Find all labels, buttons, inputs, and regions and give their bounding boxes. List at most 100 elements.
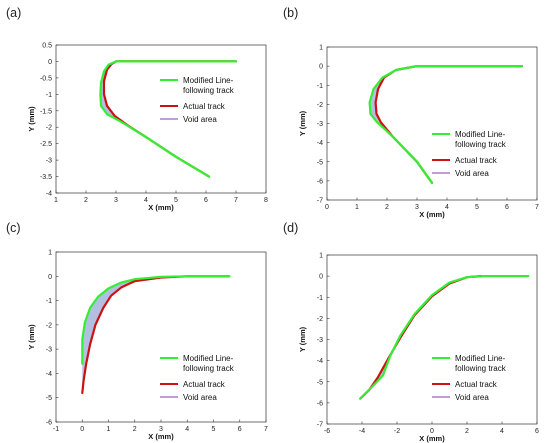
x-axis-label: X (mm): [148, 203, 174, 212]
y-tick-label: -7: [317, 422, 323, 429]
x-tick-label: 6: [204, 197, 208, 204]
x-tick-label: 3: [114, 197, 118, 204]
x-tick-label: 2: [465, 428, 469, 435]
x-tick-label: 3: [159, 426, 163, 433]
y-tick-label: 0: [319, 274, 323, 281]
x-tick-label: 0: [325, 204, 329, 211]
x-tick-label: 1: [54, 197, 58, 204]
x-tick-label: -1: [53, 426, 59, 433]
y-tick-label: -5: [46, 395, 52, 402]
modified-track-line: [359, 275, 530, 400]
legend-label-void: Void area: [183, 115, 217, 124]
y-tick-label: -1.5: [40, 108, 52, 115]
legend-label-modified-1: Modified Line-: [455, 354, 506, 363]
y-tick-label: -1: [46, 92, 52, 99]
x-tick-label: -2: [394, 428, 400, 435]
x-tick-label: 1: [355, 204, 359, 211]
legend: Modified Line-following track Actual trac…: [160, 76, 235, 124]
chart-panel-4: (d)-6 -4 -2 0 2 4 610-1-2-3-4-5-6-7X (mm)Y (mm…: [283, 221, 539, 443]
x-axis-label: X (mm): [148, 432, 174, 441]
panel-label: (d): [283, 221, 298, 235]
y-tick-label: -5: [317, 379, 323, 386]
y-tick-label: -2: [317, 102, 323, 109]
y-tick-label: -3: [317, 337, 323, 344]
y-tick-label: 0: [48, 59, 52, 66]
legend-label-actual: Actual track: [455, 380, 498, 389]
x-tick-label: 6: [238, 426, 242, 433]
y-tick-label: -1: [317, 295, 323, 302]
y-axis-label: Y (mm): [27, 106, 36, 132]
panel-label: (c): [6, 221, 21, 235]
y-tick-label: -3: [317, 121, 323, 128]
legend-label-actual: Actual track: [455, 156, 498, 165]
y-tick-label: 0: [48, 274, 52, 281]
y-tick-label: -3: [46, 158, 52, 165]
x-tick-label: 6: [505, 204, 509, 211]
x-tick-label: 6: [535, 428, 539, 435]
y-axis-label: Y (mm): [298, 110, 307, 136]
y-tick-label: -0.5: [40, 75, 52, 82]
legend: Modified Line-following track Actual trac…: [432, 354, 507, 402]
y-tick-label: 1: [48, 250, 52, 257]
chart-panel-2: (b) 0 1 2 3 4 5 6 7 1 0 -1 -2 -3 -4 -5 -6 -7 X (mm) Y (mm) M…: [283, 6, 539, 219]
legend-label-modified-1: Modified Line-: [455, 130, 506, 139]
panel-label: (a): [6, 6, 21, 20]
y-tick-label: -6: [317, 178, 323, 185]
y-tick-label: -3.5: [40, 174, 52, 181]
y-tick-label: -3: [46, 347, 52, 354]
axes-box: [326, 46, 538, 201]
legend-label-void: Void area: [455, 393, 489, 402]
legend-label-modified-2: following track: [183, 86, 235, 95]
legend-label-void: Void area: [455, 169, 489, 178]
y-tick-label: 0: [319, 64, 323, 71]
x-tick-label: 4: [185, 426, 189, 433]
x-tick-label: 3: [415, 204, 419, 211]
x-tick-label: 5: [475, 204, 479, 211]
x-axis-label: X (mm): [419, 210, 445, 219]
void-area: [82, 276, 230, 393]
legend-label-modified-1: Modified Line-: [183, 76, 234, 85]
y-tick-label: -4: [46, 191, 52, 198]
y-tick-label: -1: [317, 83, 323, 90]
y-tick-label: 1: [319, 253, 323, 260]
modified-track-line: [368, 65, 524, 184]
x-tick-label: 2: [84, 197, 88, 204]
x-tick-label: 1: [107, 426, 111, 433]
x-tick-label: 7: [264, 426, 268, 433]
y-tick-label: -4: [317, 140, 323, 147]
y-tick-label: -7: [317, 198, 323, 205]
y-tick-label: 1: [319, 45, 323, 52]
chart-panel-3: (c) -1 0 1 2 3 4 5 6 7 1 0 -1 -2 -3 -4 -5 -6 X (mm) Y (mm) M…: [6, 221, 268, 441]
y-tick-label: -6: [317, 400, 323, 407]
y-tick-label: -4: [317, 358, 323, 365]
axes-box: [326, 254, 538, 425]
legend-label-modified-2: following track: [455, 140, 507, 149]
y-tick-label: -4: [46, 371, 52, 378]
y-tick-label: -5: [317, 159, 323, 166]
x-tick-label: 4: [144, 197, 148, 204]
actual-track-line: [374, 65, 524, 184]
x-tick-label: 7: [535, 204, 539, 211]
y-tick-label: -1: [46, 298, 52, 305]
x-tick-label: 5: [174, 197, 178, 204]
x-tick-label: 2: [133, 426, 137, 433]
modified-track-line: [99, 60, 238, 178]
x-tick-label: 4: [500, 428, 504, 435]
legend: Modified Line-following track Actual trac…: [432, 130, 507, 178]
x-tick-label: 4: [445, 204, 449, 211]
legend-label-actual: Actual track: [183, 380, 226, 389]
y-axis-label: Y (mm): [298, 326, 307, 352]
legend: Modified Line-following track Actual trac…: [160, 354, 235, 402]
y-tick-label: -2: [46, 322, 52, 329]
x-tick-label: 0: [80, 426, 84, 433]
axes-box: [55, 44, 267, 194]
x-tick-label: 2: [385, 204, 389, 211]
legend-label-actual: Actual track: [183, 102, 226, 111]
legend-label-modified-1: Modified Line-: [183, 354, 234, 363]
y-tick-label: -2.5: [40, 141, 52, 148]
y-tick-label: -6: [46, 420, 52, 427]
y-axis-label: Y (mm): [27, 324, 36, 350]
x-tick-label: 7: [234, 197, 238, 204]
legend-label-modified-2: following track: [183, 364, 235, 373]
